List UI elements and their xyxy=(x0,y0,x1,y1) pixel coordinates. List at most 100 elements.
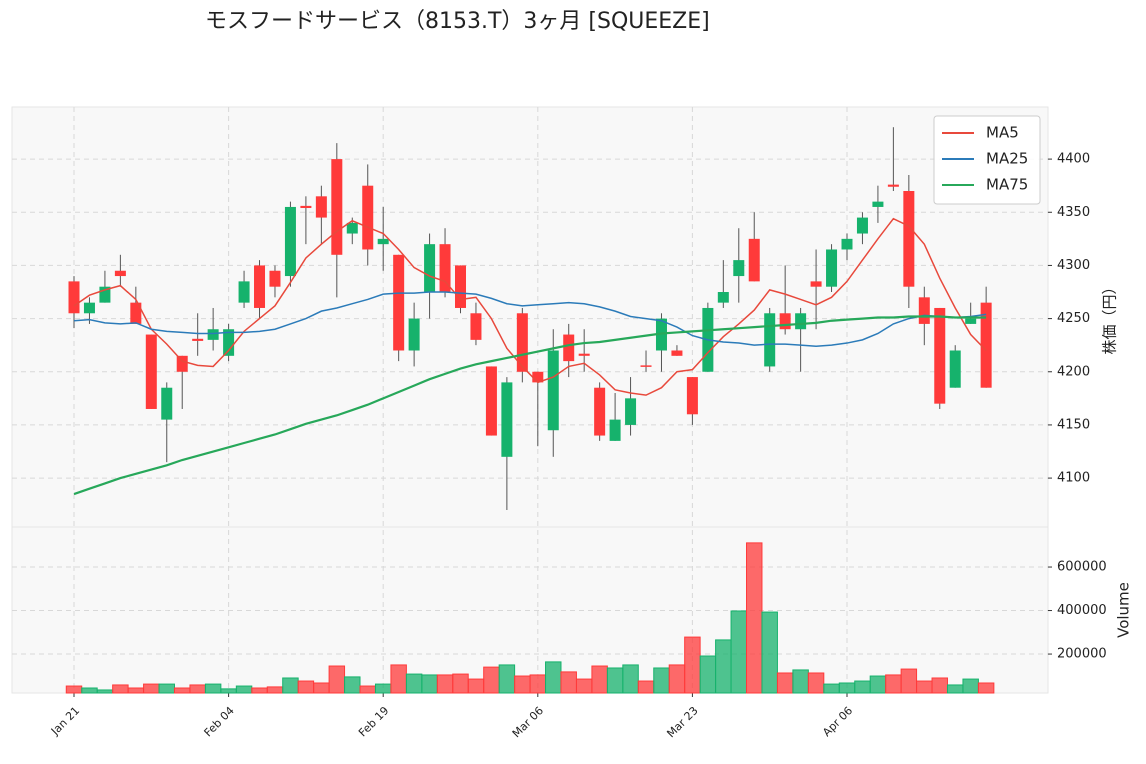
volume-bar xyxy=(514,675,531,694)
candle-body xyxy=(68,281,80,314)
y-tick-label: 4300 xyxy=(1057,258,1090,273)
candle-body xyxy=(717,292,729,303)
volume-bar xyxy=(266,686,284,694)
volume-bar xyxy=(374,683,392,694)
volume-bar xyxy=(792,669,809,694)
candle-body xyxy=(207,329,219,340)
volume-bar xyxy=(946,684,964,694)
volume-bar xyxy=(158,683,175,694)
candle-body xyxy=(284,206,296,277)
volume-bar xyxy=(699,655,717,694)
candle-body xyxy=(594,387,606,436)
volume-bar xyxy=(977,682,995,694)
candle-body xyxy=(686,377,698,415)
volume-bar xyxy=(715,639,732,694)
ma-line xyxy=(73,291,987,347)
volume-bar xyxy=(622,664,639,694)
x-tick-label: Feb 04 xyxy=(201,704,236,739)
candle-body xyxy=(887,184,899,187)
candle-body xyxy=(99,286,111,303)
candle-body xyxy=(779,313,791,330)
volume-bar xyxy=(467,678,485,694)
candle-body xyxy=(439,244,451,293)
candle-body xyxy=(362,185,374,250)
volume-bar xyxy=(189,684,206,694)
candle-body xyxy=(300,205,312,209)
candle-body xyxy=(254,265,266,308)
candle-body xyxy=(578,353,590,356)
volume-bar xyxy=(313,682,330,694)
ma-line xyxy=(73,217,987,396)
volume-bar xyxy=(251,687,268,694)
candle-body xyxy=(841,238,853,250)
candle-body xyxy=(331,159,343,255)
legend-box xyxy=(933,115,1041,205)
volume-bar xyxy=(483,666,500,694)
candle-body xyxy=(424,244,436,293)
candle-body xyxy=(795,313,807,330)
candle-body xyxy=(269,270,281,287)
volume-bar xyxy=(668,664,686,694)
volume-bar xyxy=(328,665,346,694)
volume-bar xyxy=(65,685,83,694)
volume-bar xyxy=(746,542,763,694)
legend-label: MA5 xyxy=(986,124,1019,142)
candle-body xyxy=(903,191,915,287)
ma-line xyxy=(73,315,987,496)
candle-body xyxy=(470,313,482,340)
volume-bar xyxy=(405,673,423,694)
volume-bar xyxy=(931,677,948,694)
y-tick-label: 4100 xyxy=(1057,471,1090,486)
candle-body xyxy=(810,281,822,287)
volume-bar xyxy=(560,671,577,694)
volume-bar xyxy=(204,683,222,694)
volume-bar xyxy=(143,683,160,694)
candle-body xyxy=(640,365,652,367)
x-tick-label: Mar 23 xyxy=(664,704,700,740)
volume-bar xyxy=(776,672,794,694)
volume-bar xyxy=(112,684,129,694)
x-tick-label: Apr 06 xyxy=(820,704,855,739)
volume-bar xyxy=(823,683,840,694)
volume-bar xyxy=(962,678,979,694)
volume-bar xyxy=(282,677,299,694)
volume-bar xyxy=(838,682,856,694)
candle-body xyxy=(625,398,637,425)
candle-body xyxy=(408,318,420,351)
candle-body xyxy=(764,313,776,367)
y-tick-label: 4200 xyxy=(1057,364,1090,379)
volume-bar xyxy=(916,680,933,694)
y-tick-label: 600000 xyxy=(1057,560,1107,575)
candle-body xyxy=(83,302,95,314)
candle-body xyxy=(733,260,745,277)
candle-body xyxy=(980,302,992,388)
volume-bar xyxy=(127,687,145,694)
y-tick-label: 4250 xyxy=(1057,311,1090,326)
volume-bar xyxy=(653,667,670,694)
y-tick-label: 200000 xyxy=(1057,647,1107,662)
candle-body xyxy=(671,350,683,356)
volume-bar xyxy=(637,680,655,694)
y-tick-label: 4400 xyxy=(1057,152,1090,167)
volume-bar xyxy=(529,674,547,694)
volume-bar xyxy=(436,674,454,694)
volume-bar xyxy=(173,687,191,694)
volume-bar xyxy=(730,610,748,694)
legend-label: MA25 xyxy=(986,150,1028,168)
volume-bar xyxy=(575,678,593,694)
candle-body xyxy=(516,313,528,372)
y-tick-label: 400000 xyxy=(1057,603,1107,618)
y-axis-label: 株価（円） xyxy=(1101,279,1119,354)
candle-body xyxy=(315,196,327,218)
volume-bar xyxy=(807,672,825,694)
volume-bar xyxy=(854,680,871,694)
y-tick-label: 4150 xyxy=(1057,417,1090,432)
candle-body xyxy=(501,382,513,457)
volume-bar xyxy=(498,664,516,694)
candle-body xyxy=(748,238,760,282)
candle-body xyxy=(192,338,204,341)
candle-body xyxy=(176,355,188,372)
volume-bar xyxy=(684,636,701,694)
volume-bar xyxy=(885,674,902,694)
